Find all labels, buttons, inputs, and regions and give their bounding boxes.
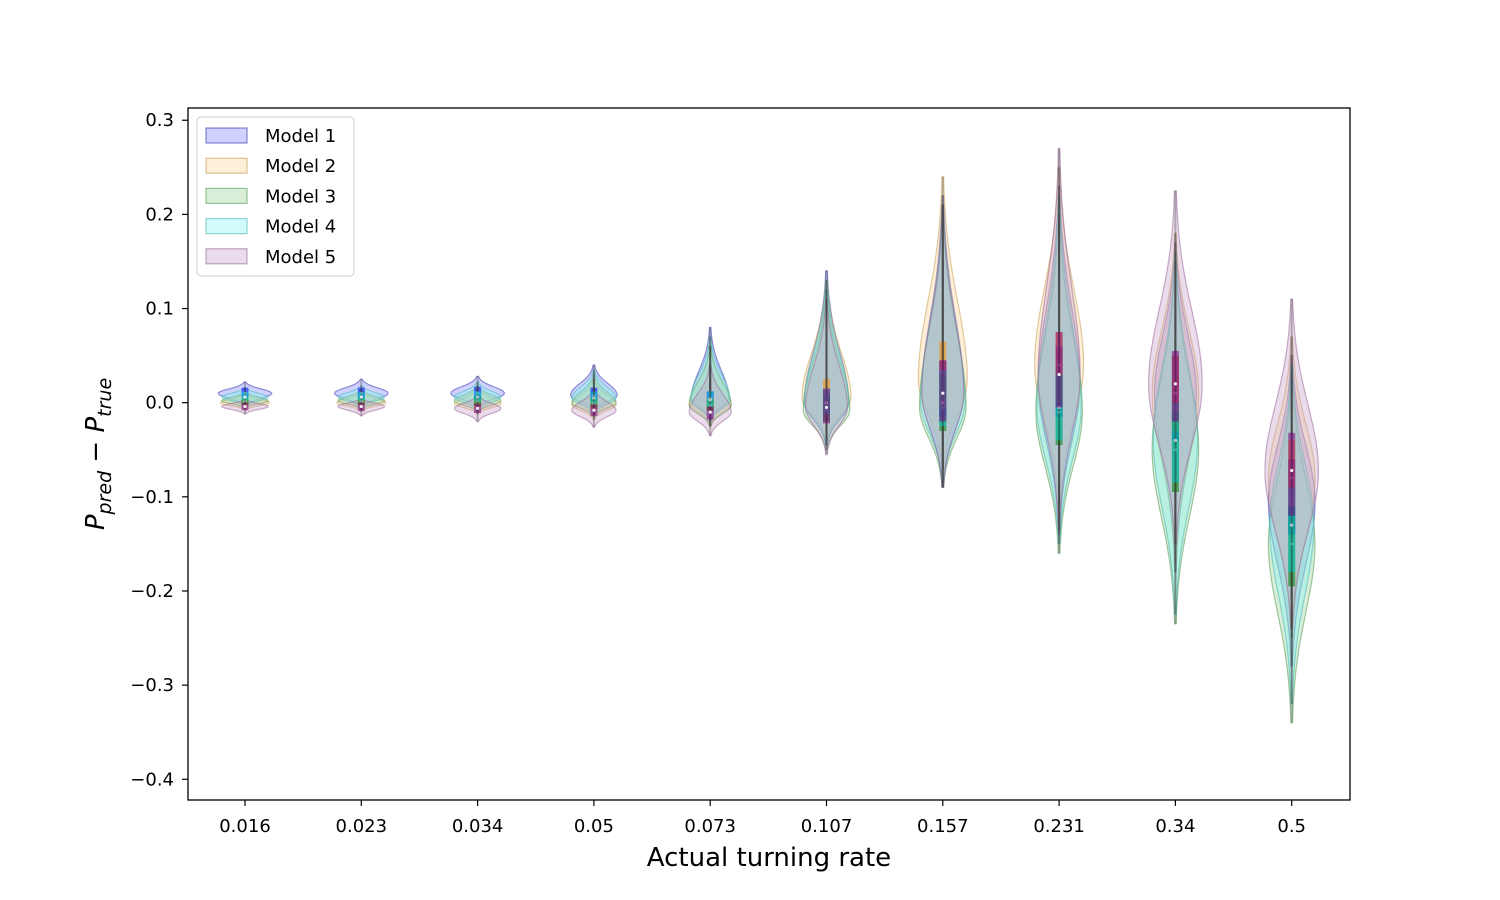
median-dot-4-0.034 xyxy=(476,395,480,399)
median-dot-5-0.34 xyxy=(1173,382,1177,386)
x-axis-title: Actual turning rate xyxy=(647,843,891,873)
iqr-box-5-0.34 xyxy=(1171,350,1179,422)
legend-label-3: Model 3 xyxy=(265,186,336,207)
violin-body-4-0.073 xyxy=(689,336,731,423)
median-dot-4-0.016 xyxy=(243,395,247,399)
median-dot-4-0.34 xyxy=(1173,438,1177,442)
x-tick-label: 0.107 xyxy=(801,816,853,837)
violin-body-2-0.157 xyxy=(917,176,968,470)
y-axis-title-sub2: true xyxy=(94,378,116,417)
median-dot-5-0.05 xyxy=(592,408,596,412)
y-tick-label: 0.1 xyxy=(145,299,174,320)
median-dot-5-0.157 xyxy=(941,391,945,395)
median-dot-5-0.023 xyxy=(359,404,363,409)
legend-swatch-3 xyxy=(205,187,248,204)
series-2-boxes xyxy=(241,167,1296,639)
legend-swatch-5 xyxy=(205,248,248,265)
median-dot-5-0.073 xyxy=(708,410,712,414)
violin-body-4-0.107 xyxy=(803,279,850,446)
y-axis-title-p2: P xyxy=(81,417,111,433)
median-dot-5-0.034 xyxy=(476,406,480,410)
y-tick-label: −0.2 xyxy=(130,581,174,602)
x-tick-label: 0.34 xyxy=(1155,816,1195,837)
y-tick-label: 0.2 xyxy=(145,204,174,225)
iqr-box-5-0.231 xyxy=(1055,332,1063,408)
x-tick-label: 0.016 xyxy=(219,816,271,837)
median-dot-4-0.023 xyxy=(359,395,363,399)
violin-body-5-0.107 xyxy=(805,298,848,456)
series-3-boxes xyxy=(241,214,1296,723)
series-3 xyxy=(221,213,1316,724)
legend-label-5: Model 5 xyxy=(265,247,336,268)
x-tick-label: 0.023 xyxy=(336,816,388,837)
x-axis: 0.016 0.023 0.034 0.05 0.073 0.107 0.157 0.231 0… xyxy=(219,800,1306,837)
series-4 xyxy=(221,195,1315,705)
y-axis: 0.3 0.2 0.1 0.0 −0.1 −0.2 −0.3 −0.4 xyxy=(130,110,188,790)
y-axis-title-minus: − xyxy=(81,433,111,471)
median-dot-5-0.016 xyxy=(243,404,247,409)
plot-frame xyxy=(187,107,1351,801)
median-dot-4-0.5 xyxy=(1290,523,1294,527)
series-5-boxes xyxy=(241,148,1296,629)
legend-label-2: Model 2 xyxy=(265,156,336,177)
iqr-box-5-0.157 xyxy=(939,360,947,422)
y-tick-label: 0.0 xyxy=(145,393,174,414)
x-tick-label: 0.231 xyxy=(1033,816,1085,837)
median-dot-4-0.073 xyxy=(708,398,712,402)
y-tick-label: 0.3 xyxy=(145,110,174,131)
y-axis-title-p1: P xyxy=(81,514,111,530)
median-dot-5-0.5 xyxy=(1290,468,1294,473)
y-axis-title-sub1: pred xyxy=(94,470,116,516)
legend-swatch-1 xyxy=(205,127,248,144)
legend-frame xyxy=(196,116,355,277)
series-1 xyxy=(217,185,1316,667)
iqr-box-5-0.5 xyxy=(1288,432,1296,516)
violins-layer xyxy=(217,147,1319,724)
legend-items: Model 1 Model 2 Model 3 Model 4 Model 5 xyxy=(205,126,336,268)
y-tick-label: −0.4 xyxy=(130,769,174,790)
x-tick-label: 0.05 xyxy=(574,816,614,837)
iqr-box-4-0.34 xyxy=(1171,402,1179,483)
series-1-boxes xyxy=(241,186,1296,667)
x-tick-label: 0.073 xyxy=(684,816,736,837)
median-dot-5-0.231 xyxy=(1057,372,1061,377)
y-tick-label: −0.1 xyxy=(130,487,174,508)
legend-swatch-4 xyxy=(205,218,248,235)
y-axis-title: Ppred − Ptrue xyxy=(81,378,116,530)
legend-label-4: Model 4 xyxy=(265,217,336,238)
x-tick-label: 0.034 xyxy=(452,816,504,837)
series-4-boxes xyxy=(241,195,1296,704)
y-tick-label: −0.3 xyxy=(130,675,174,696)
median-dot-5-0.107 xyxy=(824,405,829,409)
x-tick-label: 0.157 xyxy=(917,816,969,837)
legend: Model 1 Model 2 Model 3 Model 4 Model 5 xyxy=(196,116,355,277)
median-dot-4-0.05 xyxy=(592,396,596,400)
legend-swatch-2 xyxy=(205,157,248,174)
iqr-box-4-0.5 xyxy=(1288,487,1296,573)
series-5 xyxy=(221,147,1319,630)
x-tick-label: 0.5 xyxy=(1277,816,1306,837)
legend-label-1: Model 1 xyxy=(265,126,336,147)
